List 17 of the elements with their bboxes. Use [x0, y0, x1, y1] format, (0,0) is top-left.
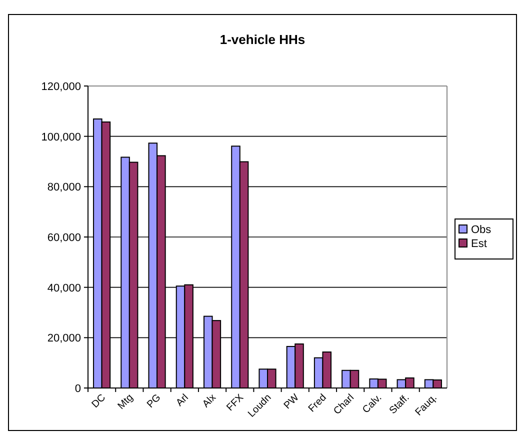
x-tick-label: Alx [200, 392, 218, 410]
legend-label: Est [471, 238, 487, 250]
y-tick-label: 80,000 [47, 182, 81, 194]
chart-title: 1-vehicle HHs [220, 32, 306, 47]
y-tick-label: 120,000 [41, 81, 81, 93]
x-tick-label: DC [90, 392, 108, 410]
x-tick-label: Arl [174, 392, 191, 409]
x-tick-label: Mtg [116, 392, 136, 412]
x-tick-label: PW [282, 392, 302, 412]
legend-label: Obs [471, 224, 492, 236]
x-tick-label: Calv. [360, 392, 384, 416]
y-tick-label: 0 [74, 383, 81, 395]
y-tick-label: 40,000 [47, 282, 81, 294]
y-tick-label: 100,000 [41, 131, 81, 144]
y-tick-label: 60,000 [47, 232, 81, 244]
x-tick-label: PG [145, 392, 164, 410]
y-tick-label: 20,000 [47, 332, 81, 345]
